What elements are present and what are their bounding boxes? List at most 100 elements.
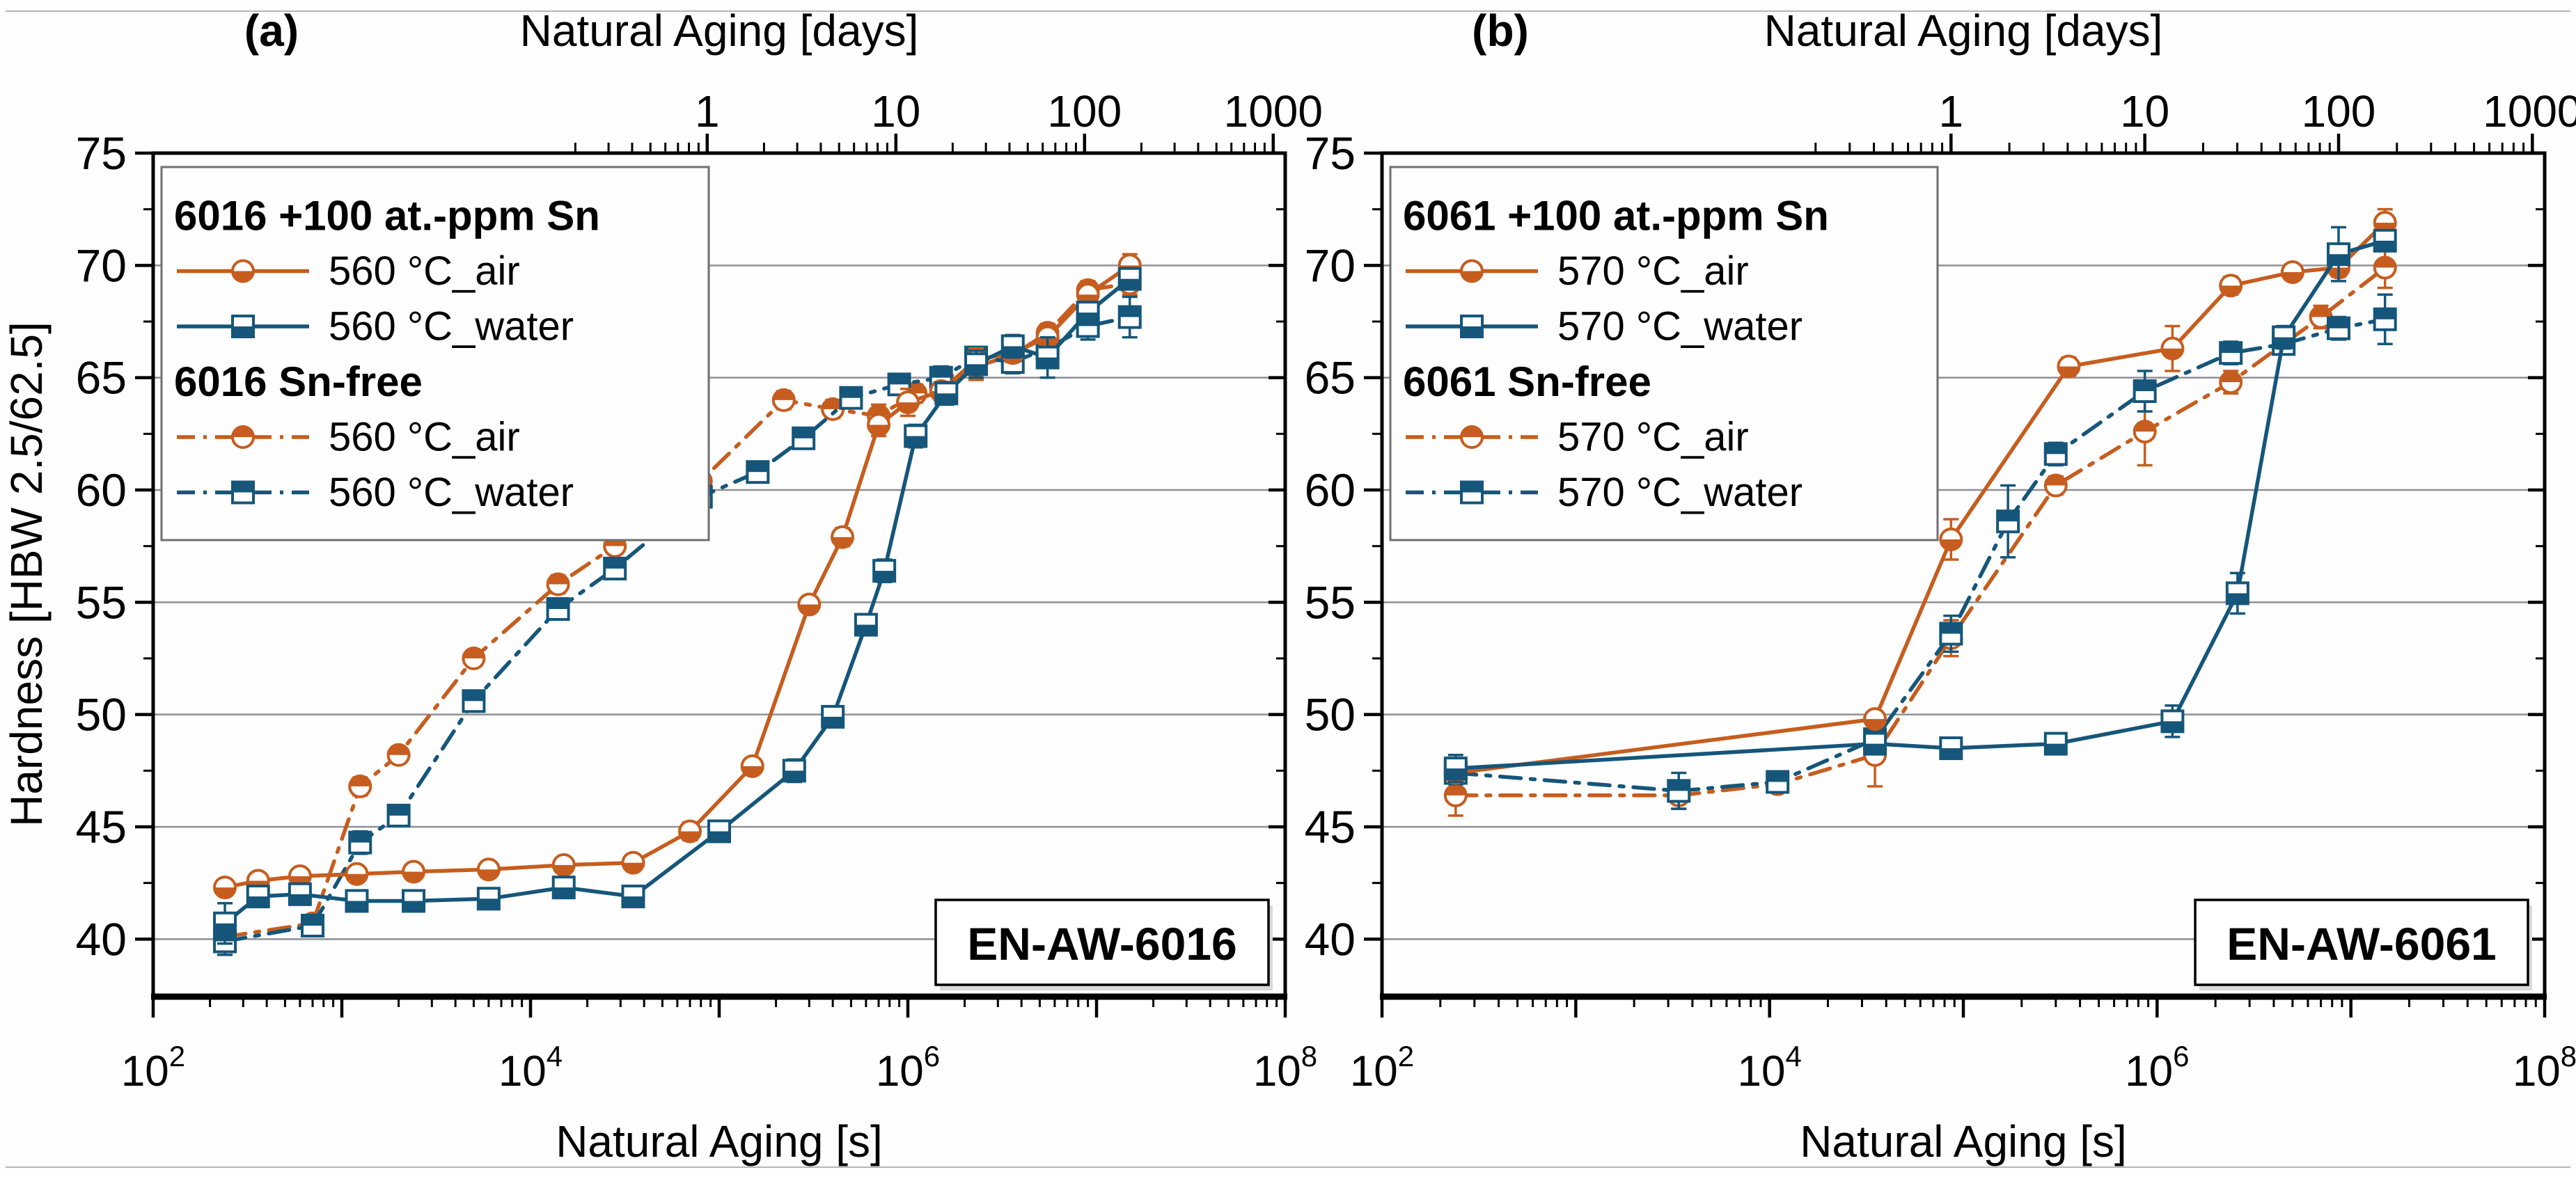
marker-circle-half [403, 871, 425, 883]
marker-circle-half [2310, 306, 2332, 317]
marker-square-half [855, 624, 877, 635]
marker-square-half [1997, 511, 2019, 522]
bottom-axis-title: Natural Aging [s] [556, 1116, 883, 1166]
marker-circle-half [388, 744, 409, 755]
legend-item-label: 560 °C_air [329, 415, 520, 460]
panel-tag-box [2194, 899, 2529, 986]
day-tick-label: 10 [871, 86, 920, 136]
day-tick-label: 100 [1047, 86, 1122, 136]
x-tick-label-seconds: 102 [1350, 1040, 1414, 1095]
y-tick-label: 65 [76, 352, 127, 404]
series-sn_water [1443, 225, 2397, 784]
marker-circle-half [2045, 475, 2066, 486]
legend-box [1389, 166, 1939, 541]
marker-square-half [840, 387, 862, 398]
marker-square-half [388, 805, 409, 816]
marker-circle-half [233, 271, 253, 282]
marker-circle-half [553, 864, 574, 876]
marker-square-half [2327, 317, 2349, 329]
marker-square-half [289, 894, 311, 905]
x-tick-label-seconds: 108 [2513, 1040, 2576, 1095]
y-tick-label: 60 [1305, 464, 1356, 516]
panel-tag-box [934, 899, 1270, 986]
day-tick-label: 1000 [2483, 86, 2576, 136]
legend-item-label: 560 °C_water [329, 304, 574, 349]
marker-square-half [1445, 768, 1466, 780]
marker-square-half [936, 393, 957, 404]
marker-square-half [2374, 308, 2396, 319]
marker-square-half [1940, 748, 1962, 759]
marker-square-half [350, 832, 371, 843]
marker-square-half [1119, 306, 1140, 317]
marker-square-half [1077, 312, 1099, 324]
day-tick-label: 1 [695, 86, 720, 136]
marker-circle-half [463, 648, 485, 658]
marker-square-half [1461, 326, 1482, 337]
marker-circle-half [2282, 272, 2303, 283]
marker-square-half [214, 923, 236, 934]
marker-square-half [2273, 337, 2295, 348]
marker-square-half [966, 364, 987, 375]
y-tick-label: 45 [1305, 801, 1356, 853]
legend-item-label: 570 °C_water [1557, 304, 1803, 349]
marker-square-half [2226, 593, 2248, 604]
legend-box [160, 166, 710, 541]
marker-circle-half [1445, 784, 1466, 796]
marker-circle-half [1864, 719, 1886, 730]
marker-square-half [709, 831, 730, 842]
x-tick-label-seconds: 106 [876, 1040, 940, 1095]
marker-square-half [233, 482, 253, 493]
y-axis-title: Hardness [HBW 2.5/62.5] [1, 322, 52, 827]
marker-circle-half [2134, 421, 2155, 432]
marker-square-half [822, 716, 844, 727]
y-tick-label: 40 [76, 913, 127, 965]
marker-square-half [783, 770, 805, 782]
marker-square-half [622, 896, 644, 908]
y-tick-label: 75 [76, 127, 127, 179]
marker-square-half [1461, 482, 1482, 493]
legend-header: 6061 +100 at.-ppm Sn [1403, 193, 1829, 239]
marker-square-half [2162, 721, 2183, 732]
marker-square-half [403, 901, 425, 912]
marker-square-half [553, 887, 574, 899]
marker-square-half [547, 599, 569, 610]
marker-circle-half [622, 862, 644, 873]
marker-circle-half [346, 873, 368, 885]
marker-circle-half [1461, 271, 1482, 282]
marker-square-half [247, 896, 269, 908]
x-tick-label-seconds: 104 [1738, 1040, 1802, 1095]
marker-square-half [1119, 278, 1140, 290]
marker-square-half [1037, 357, 1058, 368]
y-tick-label: 50 [1305, 689, 1356, 741]
marker-square-half [1940, 623, 1962, 634]
marker-circle-half [2220, 372, 2242, 383]
marker-circle-half [2058, 366, 2080, 377]
marker-circle-half [2374, 257, 2396, 268]
marker-circle-half [832, 537, 854, 548]
marker-square-half [346, 901, 368, 912]
y-tick-label: 40 [1305, 913, 1356, 965]
marker-square-half [1864, 743, 1886, 754]
marker-circle-half [547, 573, 569, 585]
legend: 6061 +100 at.-ppm Sn 570 °C_air 570 °C_wat… [1389, 166, 1939, 541]
marker-square-half [478, 899, 499, 910]
x-tick-label-seconds: 106 [2125, 1040, 2189, 1095]
y-tick-label: 70 [76, 239, 127, 291]
marker-circle-half [478, 869, 499, 880]
legend-item-label: 570 °C_air [1557, 248, 1749, 294]
y-tick-label: 70 [1305, 239, 1356, 291]
marker-circle-half [2220, 285, 2242, 296]
day-tick-label: 1 [1939, 86, 1964, 136]
legend-item-label: 560 °C_water [329, 470, 574, 515]
panel-tag: EN-AW-6061 [2194, 899, 2532, 990]
y-tick-label: 65 [1305, 352, 1356, 404]
legend-item-label: 560 °C_air [329, 248, 520, 294]
y-tick-label: 55 [76, 576, 127, 628]
marker-circle-half [773, 389, 794, 400]
legend-header: 6016 Sn-free [174, 358, 423, 405]
y-tick-label: 50 [76, 689, 127, 741]
marker-square-half [463, 690, 485, 702]
series-line-free_air [1454, 265, 2387, 798]
